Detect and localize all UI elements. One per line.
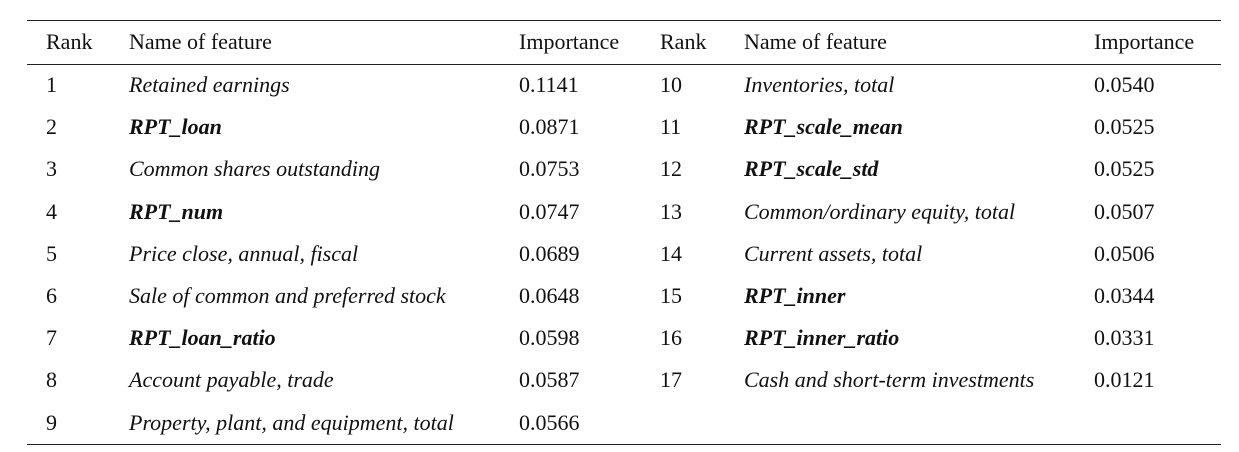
table-row: 6 Sale of common and preferred stock 0.064… [27,275,1221,317]
rank-cell: 15 [660,283,682,309]
table-row: 1 Retained earnings 0.1141 10 Inventories, t… [27,64,1221,106]
header-rule [27,64,1221,65]
rank-cell: 3 [46,156,57,182]
rank-cell: 5 [46,240,57,266]
importance-cell: 0.0121 [1094,367,1155,393]
table-body: 1 Retained earnings 0.1141 10 Inventories, t… [27,64,1221,444]
feature-name-cell: RPT_inner [744,283,846,309]
rank-cell: 14 [660,240,682,266]
header-rank-left: Rank [46,29,93,54]
header-importance-left: Importance [519,29,620,54]
top-rule [27,20,1221,21]
rank-cell: 2 [46,114,57,140]
importance-cell: 0.0598 [519,325,580,351]
feature-name-cell: Cash and short-term investments [744,367,1035,393]
table-row: 3 Common shares outstanding 0.0753 12 RPT_sc… [27,148,1221,190]
feature-name-cell: RPT_scale_mean [744,114,903,140]
importance-cell: 0.1141 [519,72,579,98]
empty-cell [660,402,744,444]
rank-cell: 13 [660,198,682,224]
importance-cell: 0.0331 [1094,325,1155,351]
rank-cell: 10 [660,72,682,98]
importance-cell: 0.0753 [519,156,580,182]
empty-cell [744,402,1094,444]
rank-cell: 8 [46,367,57,393]
header-importance-right: Importance [1094,29,1195,54]
header-name-left: Name of feature [129,29,272,54]
table-row: 4 RPT_num 0.0747 13 Common/ordinary equity, … [27,191,1221,233]
feature-name-cell: Account payable, trade [129,367,334,393]
empty-cell [1094,402,1221,444]
feature-name-cell: Common/ordinary equity, total [744,198,1016,224]
rank-cell: 17 [660,367,682,393]
importance-cell: 0.0587 [519,367,580,393]
rank-cell: 1 [46,72,57,98]
feature-name-cell: RPT_loan [129,114,222,140]
importance-cell: 0.0540 [1094,72,1155,98]
feature-name-cell: Property, plant, and equipment, total [129,409,454,435]
importance-cell: 0.0689 [519,240,580,266]
importance-cell: 0.0747 [519,198,580,224]
importance-cell: 0.0507 [1094,198,1155,224]
table-row: 2 RPT_loan 0.0871 11 RPT_scale_mean 0.0525 [27,106,1221,148]
rank-cell: 11 [660,114,682,140]
header-name-right: Name of feature [744,29,887,54]
feature-name-cell: Retained earnings [129,72,290,98]
importance-cell: 0.0566 [519,409,580,435]
feature-importance-table-wrap: Rank Name of feature Importance Rank Nam… [27,20,1221,445]
table-row: 9 Property, plant, and equipment, total 0.… [27,402,1221,444]
importance-cell: 0.0648 [519,283,580,309]
feature-name-cell: Current assets, total [744,240,923,266]
feature-importance-table: Rank Name of feature Importance Rank Nam… [27,20,1221,444]
feature-name-cell: RPT_inner_ratio [744,325,900,351]
header-rank-right: Rank [660,29,707,54]
feature-name-cell: RPT_num [129,198,224,224]
rank-cell: 9 [46,409,57,435]
rank-cell: 7 [46,325,57,351]
importance-cell: 0.0525 [1094,156,1155,182]
bottom-rule [27,444,1221,445]
rank-cell: 6 [46,283,57,309]
feature-name-cell: Inventories, total [744,72,895,98]
feature-name-cell: RPT_scale_std [744,156,879,182]
table-row: 5 Price close, annual, fiscal 0.0689 14 Curr… [27,233,1221,275]
importance-cell: 0.0525 [1094,114,1155,140]
importance-cell: 0.0871 [519,114,580,140]
feature-name-cell: Price close, annual, fiscal [129,240,359,266]
table-row: 8 Account payable, trade 0.0587 17 Cash and … [27,359,1221,401]
header-row: Rank Name of feature Importance Rank Nam… [27,20,1221,64]
importance-cell: 0.0344 [1094,283,1155,309]
rank-cell: 12 [660,156,682,182]
feature-name-cell: Sale of common and preferred stock [129,283,446,309]
rank-cell: 4 [46,198,57,224]
table-row: 7 RPT_loan_ratio 0.0598 16 RPT_inner_ratio 0.… [27,317,1221,359]
feature-name-cell: Common shares outstanding [129,156,380,182]
rank-cell: 16 [660,325,682,351]
importance-cell: 0.0506 [1094,240,1155,266]
feature-name-cell: RPT_loan_ratio [129,325,276,351]
